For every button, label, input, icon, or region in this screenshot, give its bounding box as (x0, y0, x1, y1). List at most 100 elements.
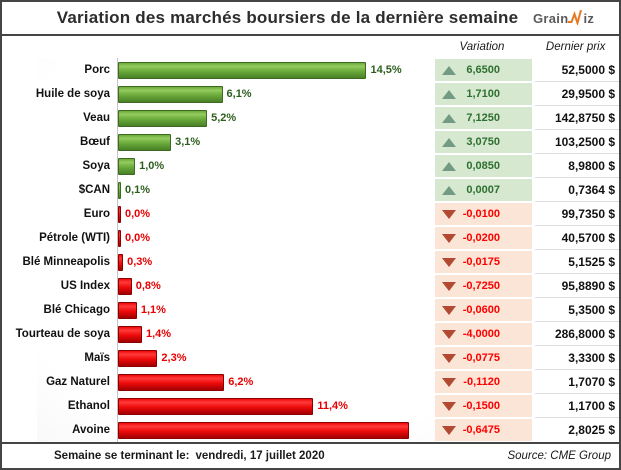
variation-bar (118, 133, 172, 151)
variation-value: 6,6500 (466, 64, 500, 76)
trend-arrow-icon (442, 353, 456, 363)
variation-bar (118, 205, 121, 223)
table-row: Tourteau de soya 1,4% -4,0000 286,8000 $ (2, 322, 619, 346)
variation-cell: -0,0175 (435, 251, 532, 273)
grainwiz-logo: Grain iz (533, 9, 619, 27)
last-price-value: 8,9800 $ (535, 154, 619, 178)
variation-value: -0,0200 (462, 232, 500, 244)
variation-bar (118, 373, 225, 391)
logo-text-grain: Grain (533, 10, 569, 26)
variation-column-header: Variation (459, 41, 505, 53)
bar-zone: 3,1% (117, 130, 435, 154)
last-price-column-header: Dernier prix (545, 41, 606, 53)
table-row: Huile de soya 6,1% 1,7100 29,9500 $ (2, 82, 619, 106)
row-label: Maïs (84, 352, 110, 364)
row-label: Euro (83, 208, 110, 220)
variation-cell: 6,6500 (435, 59, 532, 81)
variation-cell: -0,7250 (435, 275, 532, 297)
trend-arrow-icon (442, 425, 456, 435)
bar-zone: 5,2% (117, 106, 435, 130)
row-label: Bœuf (79, 136, 110, 148)
last-price-value: 103,2500 $ (535, 130, 619, 154)
footer-bar: Semaine se terminant le: vendredi, 17 jui… (2, 442, 619, 468)
variation-bar (118, 349, 158, 367)
bar-zone: 6,2% (117, 370, 435, 394)
bar-value-label: 1,1% (140, 304, 166, 316)
trend-arrow-icon (442, 377, 456, 387)
last-price-value: 2,8025 $ (568, 423, 615, 437)
source-credit: Source: CME Group (507, 450, 611, 462)
table-row: Ethanol 11,4% -0,1500 1,1700 $ (2, 394, 619, 418)
row-label: US Index (60, 280, 110, 292)
bar-value-label: 6,1% (226, 88, 252, 100)
table-row: Avoine -0,6475 2,8025 $ (2, 418, 619, 442)
bar-value-label: 1,4% (145, 328, 172, 340)
variation-value: -4,0000 (462, 328, 500, 340)
variation-bar (118, 61, 367, 79)
week-ending: Semaine se terminant le: vendredi, 17 jui… (54, 450, 325, 462)
row-label: Blé Chicago (43, 304, 110, 316)
row-label: Pétrole (WTI) (39, 232, 110, 244)
last-price-value: 1,7070 $ (535, 370, 619, 394)
variation-value: -0,1120 (463, 376, 500, 388)
bar-zone (117, 418, 435, 442)
variation-value: -0,0100 (462, 208, 500, 220)
bar-zone: 0,1% (117, 178, 435, 202)
logo-text-iz: iz (583, 10, 595, 26)
table-row: Blé Chicago 1,1% -0,0600 5,3500 $ (2, 298, 619, 322)
variation-bar (118, 325, 142, 343)
variation-value: -0,0175 (462, 256, 500, 268)
row-label: Avoine (72, 424, 110, 436)
variation-value: -0,6475 (462, 424, 500, 436)
row-label: $CAN (78, 184, 110, 196)
last-price-value: 286,8000 $ (535, 322, 619, 346)
row-label: Blé Minneapolis (22, 256, 110, 268)
bar-value-label: 14,5% (370, 64, 402, 76)
trend-arrow-icon (442, 65, 456, 75)
variation-cell: 0,0007 (435, 179, 532, 201)
variation-bar (118, 397, 314, 415)
variation-bar (118, 229, 121, 247)
bar-zone: 0,0% (117, 226, 435, 250)
trend-arrow-icon (442, 281, 456, 291)
last-price-value: 29,9500 $ (535, 82, 619, 106)
bar-zone: 1,0% (117, 154, 435, 178)
table-row: Pétrole (WTI) 0,0% -0,0200 40,5700 $ (2, 226, 619, 250)
trend-arrow-icon (442, 89, 456, 99)
row-label: Porc (84, 64, 110, 76)
bar-value-label: 0,0% (125, 232, 151, 244)
last-price-value: 40,5700 $ (535, 226, 619, 250)
variation-bar (118, 277, 132, 295)
table-row: Euro 0,0% -0,0100 99,7350 $ (2, 202, 619, 226)
last-price-value: 52,5000 $ (535, 58, 619, 82)
table-row: US Index 0,8% -0,7250 95,8890 $ (2, 274, 619, 298)
variation-cell: 1,7100 (435, 83, 532, 105)
title-bar: Variation des marchés boursiers de la de… (2, 2, 619, 36)
variation-value: -0,7250 (462, 280, 500, 292)
variation-bar (118, 157, 136, 175)
bar-zone: 1,1% (117, 298, 435, 322)
last-price-value: 1,1700 $ (535, 394, 619, 418)
variation-value: 7,1250 (466, 112, 500, 124)
bar-zone: 0,3% (117, 250, 435, 274)
variation-cell: -0,0200 (435, 227, 532, 249)
last-price-value: 142,8750 $ (535, 106, 619, 130)
variation-value: 1,7100 (466, 88, 500, 100)
variation-value: -0,0600 (462, 304, 500, 316)
table-row: Blé Minneapolis 0,3% -0,0175 5,1525 $ (2, 250, 619, 274)
trend-arrow-icon (442, 233, 456, 243)
row-label: Tourteau de soya (15, 328, 110, 340)
bar-zone: 11,4% (117, 394, 435, 418)
trend-arrow-icon (442, 137, 456, 147)
row-label: Ethanol (67, 400, 110, 412)
table-row: Veau 5,2% 7,1250 142,8750 $ (2, 106, 619, 130)
variation-bar (118, 421, 410, 439)
row-label: Soya (82, 160, 111, 172)
trend-arrow-icon (442, 329, 456, 339)
variation-cell: 0,0850 (435, 155, 532, 177)
variation-cell: -0,0600 (435, 299, 532, 321)
bar-value-label: 6,2% (228, 376, 254, 388)
bar-zone: 14,5% (117, 58, 435, 82)
last-price-value: 5,1525 $ (535, 250, 619, 274)
variation-cell: -0,0775 (435, 347, 532, 369)
